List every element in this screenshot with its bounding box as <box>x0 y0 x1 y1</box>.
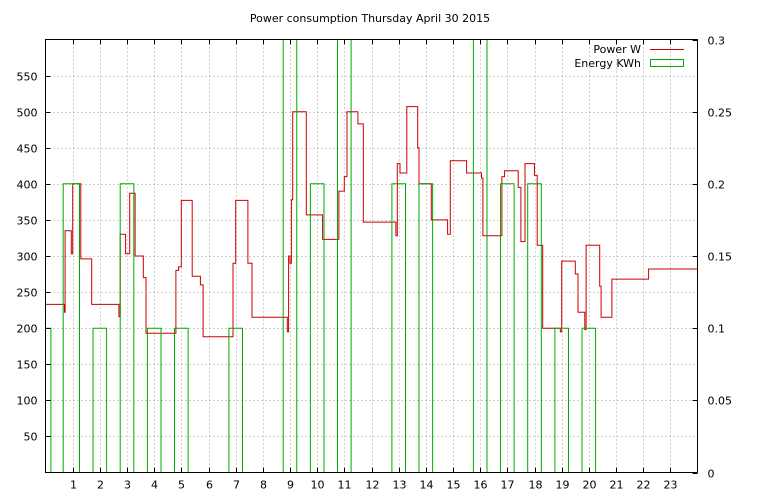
x-tick-label: 10 <box>311 479 325 492</box>
y-right-tick-label: 0 <box>708 468 715 481</box>
x-tick-label: 6 <box>206 479 213 492</box>
y-left-tick-label: 500 <box>17 107 38 120</box>
x-tick-label: 18 <box>529 479 543 492</box>
x-tick-label: 2 <box>97 479 104 492</box>
x-tick-label: 8 <box>260 479 267 492</box>
ticks-layer: 1 2 3 4 5 6 7 8 9 10 11 12 13 14 15 16 17 18 19 20 21 22 23501… <box>17 35 733 492</box>
y-left-tick-label: 100 <box>17 395 38 408</box>
y-left-tick-label: 250 <box>17 287 38 300</box>
x-tick-label: 22 <box>637 479 651 492</box>
x-tick-label: 19 <box>556 479 570 492</box>
y-left-tick-label: 450 <box>17 143 38 156</box>
y-right-tick-label: 0.15 <box>708 251 733 264</box>
x-tick-label: 1 <box>70 479 77 492</box>
y-right-tick-label: 0.3 <box>708 35 726 48</box>
x-tick-label: 23 <box>664 479 678 492</box>
y-left-tick-label: 400 <box>17 179 38 192</box>
chart-title: Power consumption Thursday April 30 2015 <box>250 12 490 25</box>
x-tick-label: 15 <box>447 479 461 492</box>
y-left-tick-label: 550 <box>17 71 38 84</box>
grid-layer <box>45 39 698 473</box>
y-left-tick-label: 150 <box>17 359 38 372</box>
legend-swatch-energy <box>650 59 684 67</box>
y-right-tick-label: 0.25 <box>708 107 733 120</box>
x-tick-label: 17 <box>501 479 515 492</box>
y-left-tick-label: 50 <box>24 431 38 444</box>
y-left-tick-label: 350 <box>17 215 38 228</box>
y-right-tick-label: 0.1 <box>708 323 726 336</box>
x-tick-label: 20 <box>583 479 597 492</box>
x-tick-label: 4 <box>151 479 158 492</box>
legend: Power W Energy KWh <box>574 43 684 70</box>
y-right-tick-label: 0.05 <box>708 395 733 408</box>
x-tick-label: 9 <box>287 479 294 492</box>
legend-label-power: Power W <box>593 43 641 56</box>
series-line-energy <box>45 39 698 473</box>
x-tick-label: 21 <box>610 479 624 492</box>
y-left-tick-label: 300 <box>17 251 38 264</box>
x-tick-label: 16 <box>474 479 488 492</box>
legend-label-energy: Energy KWh <box>574 57 641 70</box>
series-line-power <box>45 106 698 338</box>
x-tick-label: 12 <box>366 479 380 492</box>
x-tick-label: 13 <box>393 479 407 492</box>
series-layer <box>45 39 698 473</box>
x-tick-label: 5 <box>178 479 185 492</box>
x-tick-label: 3 <box>124 479 131 492</box>
x-tick-label: 7 <box>233 479 240 492</box>
y-left-tick-label: 200 <box>17 323 38 336</box>
y-right-tick-label: 0.2 <box>708 179 726 192</box>
x-tick-label: 14 <box>420 479 434 492</box>
x-tick-label: 11 <box>338 479 352 492</box>
